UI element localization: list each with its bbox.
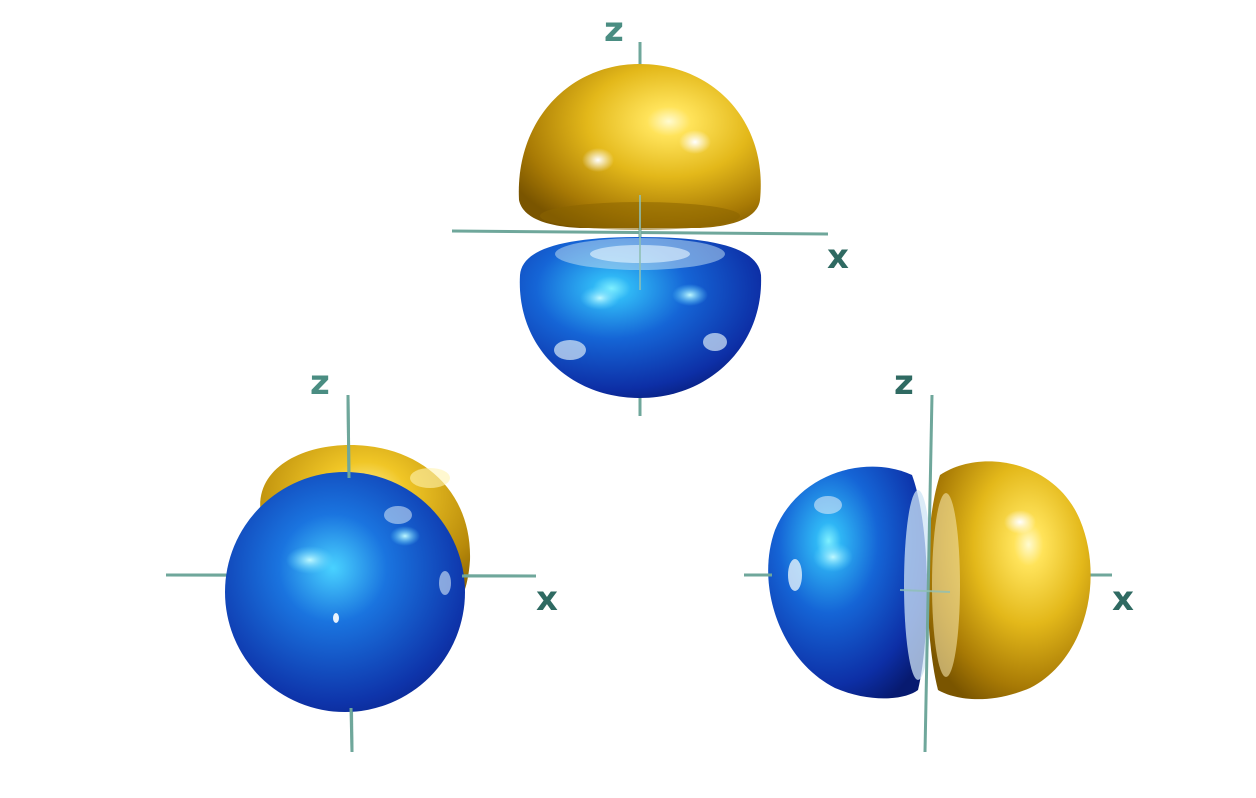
blue-highlight <box>672 284 708 306</box>
blue-lower-lobe <box>519 237 762 398</box>
z-axis-label: z <box>604 10 624 50</box>
z-axis-line <box>349 707 354 753</box>
z-axis-line <box>346 394 351 479</box>
blue-lobe-rim <box>904 490 932 680</box>
diagram-top: z x <box>451 10 849 416</box>
blue-left-lobe <box>768 466 928 699</box>
blue-highlight <box>390 526 420 546</box>
blue-highlight <box>813 542 853 572</box>
diagram-bottom-right: z x <box>744 363 1134 753</box>
gold-upper-lobe <box>518 64 761 228</box>
gold-highlight <box>410 468 450 488</box>
blue-reflection <box>384 506 412 524</box>
gold-right-lobe <box>927 461 1091 700</box>
blue-reflection <box>703 333 727 351</box>
x-axis-line <box>899 589 951 593</box>
gold-highlight <box>679 130 711 154</box>
blue-reflection <box>814 496 842 514</box>
z-axis-line <box>923 394 934 753</box>
diagram-bottom-left: z x <box>165 363 558 753</box>
gold-highlight <box>582 148 614 172</box>
x-axis-label: x <box>827 237 849 277</box>
x-axis-label: x <box>1112 579 1134 619</box>
blue-reflection <box>333 613 339 623</box>
blue-reflection <box>788 559 802 591</box>
blue-reflection <box>554 340 586 360</box>
blue-highlight <box>286 546 334 574</box>
gold-lobe-rim <box>932 493 960 677</box>
blue-reflection <box>439 571 451 595</box>
blue-front-lobe <box>225 472 465 712</box>
x-axis-label: x <box>536 579 558 619</box>
gold-highlight <box>1004 510 1036 534</box>
z-axis-label: z <box>894 363 914 403</box>
z-axis-label: z <box>310 363 330 403</box>
blue-highlight <box>580 286 620 310</box>
